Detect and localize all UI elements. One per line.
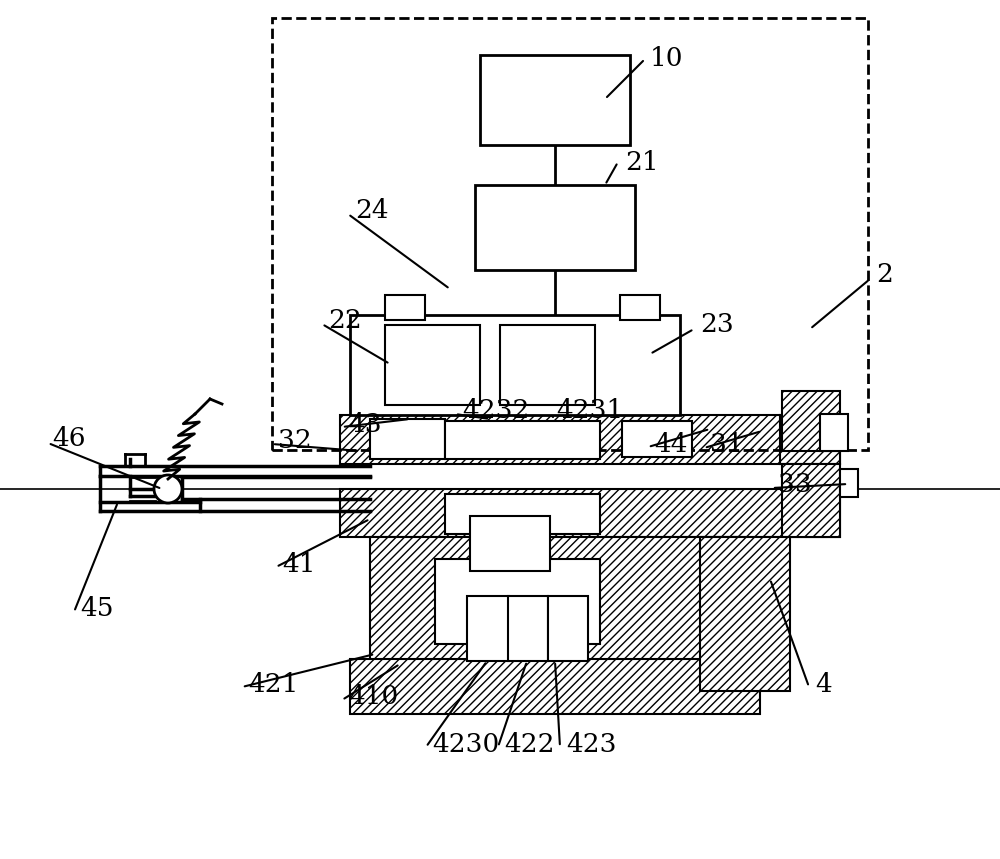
Bar	[500, 325, 595, 405]
Text: 422: 422	[504, 732, 554, 757]
Bar	[370, 419, 445, 459]
Polygon shape	[340, 415, 840, 464]
Text: 410: 410	[348, 685, 398, 710]
Polygon shape	[782, 464, 840, 537]
Polygon shape	[780, 415, 840, 464]
Polygon shape	[340, 489, 840, 537]
Text: 4231: 4231	[556, 399, 623, 423]
Text: 33: 33	[778, 472, 812, 497]
Text: 32: 32	[278, 429, 312, 454]
Polygon shape	[700, 537, 790, 691]
Polygon shape	[350, 659, 760, 714]
Circle shape	[154, 475, 182, 503]
Text: 45: 45	[80, 596, 114, 622]
Text: 4230: 4230	[432, 732, 499, 757]
Bar	[470, 516, 550, 571]
Bar	[435, 559, 600, 644]
Bar	[475, 185, 635, 270]
Text: 46: 46	[52, 427, 86, 452]
Bar	[508, 596, 548, 661]
Bar	[445, 494, 600, 534]
Text: 22: 22	[328, 308, 362, 333]
Text: 10: 10	[650, 46, 684, 71]
Bar	[467, 596, 509, 661]
Bar	[385, 295, 425, 320]
Bar	[622, 421, 692, 457]
Text: 44: 44	[654, 431, 688, 456]
Bar	[820, 414, 848, 451]
Bar	[385, 325, 480, 405]
Text: 23: 23	[700, 313, 734, 338]
Bar	[548, 596, 588, 661]
Text: 43: 43	[348, 411, 382, 436]
Text: 41: 41	[282, 551, 316, 576]
Bar	[620, 295, 660, 320]
Bar	[480, 55, 630, 145]
Text: 423: 423	[566, 732, 616, 757]
Text: 4232: 4232	[462, 399, 529, 423]
Text: 2: 2	[876, 261, 893, 287]
Text: 31: 31	[710, 432, 744, 458]
Text: 21: 21	[625, 149, 659, 174]
Bar	[272, 18, 868, 450]
Bar	[445, 421, 600, 459]
Polygon shape	[370, 537, 740, 691]
Polygon shape	[782, 391, 840, 451]
Text: 24: 24	[355, 198, 389, 223]
Bar	[840, 469, 858, 497]
Text: 421: 421	[248, 672, 298, 697]
Text: 4: 4	[815, 672, 832, 697]
Bar	[350, 315, 680, 415]
